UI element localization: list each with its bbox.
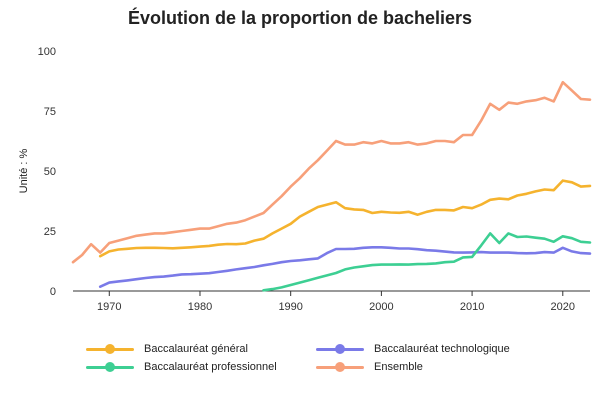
series-line [98, 246, 592, 288]
y-tick-label: 0 [50, 286, 56, 298]
chart-title: Évolution de la proportion de bacheliers [127, 8, 473, 28]
legend-label: Baccalauréat technologique [374, 343, 510, 355]
x-tick-label: 2020 [551, 301, 575, 313]
legend-item[interactable]: Ensemble [316, 361, 536, 373]
series-line [262, 232, 592, 292]
y-tick-label: 75 [44, 106, 56, 118]
legend-swatch [316, 361, 364, 373]
x-tick-label: 2000 [369, 301, 393, 313]
series-layer [71, 80, 592, 292]
series-line [71, 80, 592, 264]
legend-swatch [86, 361, 134, 373]
x-tick-label: 1980 [188, 301, 212, 313]
x-tick-label: 1990 [278, 301, 302, 313]
legend: Baccalauréat général Baccalauréat technol… [86, 343, 556, 373]
legend-item[interactable]: Baccalauréat professionnel [86, 361, 306, 373]
legend-item[interactable]: Baccalauréat technologique [316, 343, 536, 355]
legend-swatch [86, 343, 134, 355]
legend-item[interactable]: Baccalauréat général [86, 343, 306, 355]
y-tick-label: 50 [44, 166, 56, 178]
x-tick-label: 1970 [97, 301, 121, 313]
legend-label: Baccalauréat professionnel [144, 361, 277, 373]
legend-label: Ensemble [374, 361, 423, 373]
legend-swatch [316, 343, 364, 355]
series-line [98, 179, 592, 258]
axes: 1970 1980 1990 2000 2010 2020 0 25 50 75 100 [38, 46, 590, 313]
y-axis-title: Unité : % [18, 148, 30, 193]
y-tick-label: 25 [44, 226, 56, 238]
y-tick-label: 100 [38, 46, 56, 58]
legend-label: Baccalauréat général [144, 343, 248, 355]
x-tick-label: 2010 [460, 301, 484, 313]
